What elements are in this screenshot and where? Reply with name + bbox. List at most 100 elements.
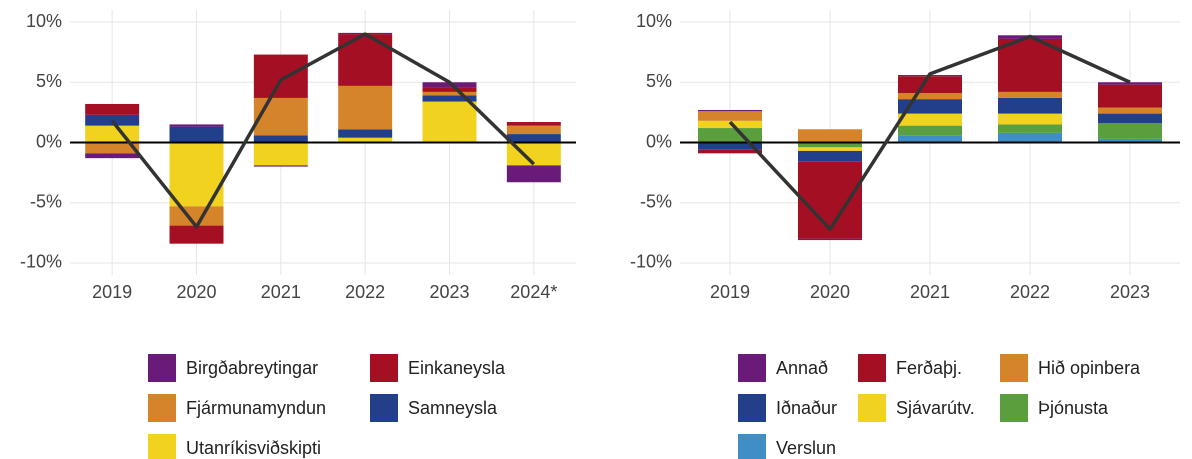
bar-segment — [338, 34, 393, 86]
bar-segment — [998, 113, 1062, 125]
legend-label: Einkaneysla — [408, 358, 506, 378]
legend-label: Birgðabreytingar — [186, 358, 318, 378]
bar-segment — [506, 125, 561, 135]
bar-segment — [506, 142, 561, 166]
bar-segment — [422, 91, 477, 96]
bar-segment — [698, 111, 762, 121]
x-tick-label: 2021 — [910, 282, 950, 302]
bar-segment — [338, 137, 393, 143]
bar-segment — [798, 150, 862, 162]
bar-segment — [798, 142, 862, 148]
bar-segment — [338, 85, 393, 130]
legend-label: Utanríkisviðskipti — [186, 438, 321, 458]
legend-swatch — [738, 394, 766, 422]
bar-segment — [422, 95, 477, 102]
legend-swatch — [738, 434, 766, 459]
bar-segment — [998, 124, 1062, 133]
bar-segment — [253, 54, 308, 98]
bar-segment — [1098, 123, 1162, 139]
bar-segment — [1098, 82, 1162, 85]
y-tick-label: 0% — [646, 131, 672, 151]
bar-segment — [998, 91, 1062, 98]
bar-segment — [253, 165, 308, 167]
legend-label: Verslun — [776, 438, 836, 458]
bar-segment — [1098, 107, 1162, 114]
legend-swatch — [370, 394, 398, 422]
bar-segment — [1098, 113, 1162, 124]
bar-segment — [169, 206, 224, 226]
bar-segment — [422, 101, 477, 143]
total-line — [728, 34, 1131, 231]
x-tick-label: 2019 — [92, 282, 132, 302]
bar-segment — [698, 109, 762, 112]
bar-segment — [1098, 84, 1162, 108]
legend-label: Samneysla — [408, 398, 498, 418]
bar-segment — [898, 113, 962, 126]
bar-segment — [85, 103, 140, 115]
legend-swatch — [148, 434, 176, 459]
legend-label: Fjármunamyndun — [186, 398, 326, 418]
x-tick-label: 2021 — [261, 282, 301, 302]
x-tick-label: 2023 — [1110, 282, 1150, 302]
bar-segment — [169, 225, 224, 244]
bar-segment — [698, 142, 762, 150]
x-tick-label: 2023 — [429, 282, 469, 302]
bar-segment — [253, 135, 308, 143]
bar-segment — [998, 132, 1062, 143]
chart: -10% -5% 0% 5% 10% 2019 2020 2021 2022 2023 2024* B… — [20, 10, 576, 459]
bar-segment — [898, 125, 962, 136]
bar-segment — [506, 165, 561, 183]
legend-swatch — [1000, 394, 1028, 422]
bar-segment — [253, 97, 308, 136]
chart: -10% -5% 0% 5% 10% 2019 2020 2021 2022 2023 Annað F… — [630, 10, 1180, 459]
legend-label: Ferðaþj. — [896, 358, 962, 378]
legend-swatch — [148, 394, 176, 422]
bar-segment — [998, 97, 1062, 114]
bar-segment — [506, 122, 561, 126]
x-tick-label: 2022 — [345, 282, 385, 302]
legend-label: Sjávarútv. — [896, 398, 975, 418]
legend-label: Hið opinbera — [1038, 358, 1141, 378]
x-tick-label: 2020 — [810, 282, 850, 302]
bar-segment — [698, 128, 762, 143]
bar-segment — [338, 129, 393, 138]
y-tick-label: 10% — [26, 11, 62, 31]
x-tick-label: 2019 — [710, 282, 750, 302]
bar-segment — [898, 135, 962, 143]
bar-segment — [898, 99, 962, 114]
bar-segment — [1098, 138, 1162, 143]
legend-swatch — [1000, 354, 1028, 382]
bar-segment — [798, 147, 862, 151]
bar-segment — [506, 134, 561, 143]
bar-segment — [169, 126, 224, 143]
bar-segment — [85, 114, 140, 126]
bar-segment — [85, 142, 140, 154]
bar-segment — [798, 238, 862, 241]
bar-segment — [422, 87, 477, 92]
legend-label: Annað — [776, 358, 828, 378]
legend-label: Þjónusta — [1038, 398, 1109, 418]
legend-swatch — [858, 354, 886, 382]
y-tick-label: 5% — [646, 71, 672, 91]
legend-swatch — [370, 354, 398, 382]
bar-segment — [898, 76, 962, 94]
legend-swatch — [148, 354, 176, 382]
bar-segment — [85, 125, 140, 143]
y-tick-label: -5% — [640, 191, 672, 211]
legend-swatch — [858, 394, 886, 422]
x-tick-label: 2022 — [1010, 282, 1050, 302]
y-tick-label: -10% — [630, 252, 672, 272]
legend-swatch — [738, 354, 766, 382]
bar-segment — [798, 129, 862, 143]
y-tick-label: -5% — [30, 191, 62, 211]
y-tick-label: 10% — [636, 11, 672, 31]
bar-segment — [898, 93, 962, 100]
total-line — [110, 32, 536, 229]
bar-segment — [85, 153, 140, 159]
y-tick-label: 5% — [36, 71, 62, 91]
bar-segment — [253, 142, 308, 166]
y-tick-label: 0% — [36, 131, 62, 151]
legend-label: Iðnaður — [776, 398, 837, 418]
x-tick-label: 2020 — [176, 282, 216, 302]
